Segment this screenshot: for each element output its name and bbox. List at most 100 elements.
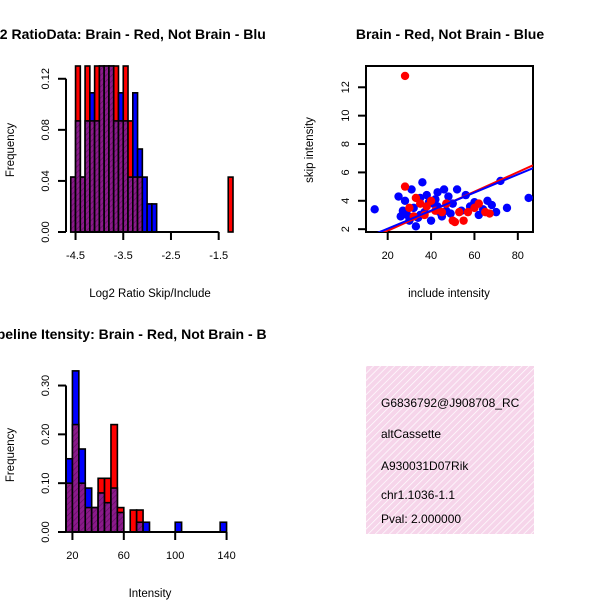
- scatter-point-brain: [416, 199, 425, 208]
- info-line-probe-id: G6836792@J908708_RC: [381, 396, 520, 410]
- scatter-point-not-brain: [452, 185, 462, 194]
- ratio-histogram-title: Log2 RatioData: Brain - Red, Not Brain -…: [0, 26, 266, 42]
- scatter-point-not-brain: [474, 210, 483, 220]
- scatter-point-brain: [455, 207, 464, 217]
- scatter-point-not-brain: [411, 222, 421, 231]
- intensity-histogram-y-tick-label: 0.00: [40, 521, 52, 542]
- ratio-histogram-xlabel: Log2 Ratio Skip/Include: [89, 288, 210, 300]
- intensity-histogram-overlap-bar: [116, 511, 125, 533]
- info-box-clip: G6836792@J908708_RC altCassette A930031D…: [366, 366, 534, 534]
- scatter-point-not-brain: [487, 200, 496, 210]
- intensity-scatter-x-tick-label: 80: [512, 250, 524, 262]
- intensity-histogram-x-tick-label: 100: [166, 550, 184, 562]
- intensity-histogram-overlap-bar: [84, 506, 93, 533]
- ratio-histogram-y-tick-label: 0.04: [40, 170, 52, 191]
- intensity-histogram-x-tick-label: 20: [66, 550, 78, 562]
- intensity-scatter-y-tick-label: 2: [340, 226, 352, 232]
- ratio-histogram-panel: Log2 RatioData: Brain - Red, Not Brain -…: [0, 26, 266, 300]
- intensity-histogram-panel: Probeline Itensity: Brain - Red, Not Bra…: [0, 326, 267, 600]
- intensity-scatter-title: Brain - Red, Not Brain - Blue: [356, 26, 544, 42]
- intensity-scatter-x-tick-label: 40: [425, 250, 437, 262]
- ratio-histogram-x-tick-label: -4.5: [66, 250, 85, 262]
- intensity-scatter-y-tick-label: 10: [340, 110, 352, 122]
- scatter-point-brain: [400, 71, 410, 81]
- intensity-histogram-bar: [174, 521, 183, 533]
- scatter-point-not-brain: [446, 209, 455, 218]
- fit-line-not-brain: [377, 167, 533, 232]
- intensity-scatter-axes: 20 40 60 80 2 4 6 8 10 12: [340, 81, 524, 262]
- scatter-point-not-brain: [524, 193, 533, 203]
- info-box: G6836792@J908708_RC altCassette A930031D…: [366, 366, 534, 534]
- scatter-point-brain: [426, 196, 436, 205]
- scatter-point-not-brain: [502, 203, 512, 213]
- scatter-point-not-brain: [444, 192, 453, 201]
- intensity-histogram-bar: [219, 521, 228, 533]
- intensity-scatter-x-tick-label: 60: [468, 250, 480, 262]
- intensity-scatter-ylabel: skip intensity: [304, 117, 316, 183]
- intensity-histogram-x-tick-label: 140: [217, 550, 235, 562]
- intensity-histogram-bars: [65, 370, 228, 533]
- scatter-point-brain: [463, 207, 473, 217]
- scatter-point-not-brain: [491, 207, 501, 217]
- intensity-histogram-title: Probeline Itensity: Brain - Red, Not Bra…: [0, 326, 267, 342]
- ratio-histogram-ylabel: Frequency: [5, 123, 17, 178]
- intensity-scatter-y-tick-label: 12: [340, 81, 352, 93]
- scatter-point-brain: [450, 217, 460, 227]
- ratio-histogram-y-tick-label: 0.00: [40, 221, 52, 242]
- intensity-scatter-y-tick-label: 4: [340, 198, 352, 204]
- intensity-histogram-overlap-bar: [110, 487, 119, 533]
- intensity-histogram-y-tick-label: 0.20: [40, 424, 52, 445]
- info-line-pval: Pval: 2.000000: [381, 512, 461, 526]
- intensity-histogram-overlap-bar: [103, 501, 112, 533]
- intensity-histogram-overlap-bar: [135, 521, 144, 533]
- intensity-scatter-panel: Brain - Red, Not Brain - Blue include in…: [304, 26, 544, 300]
- scatter-point-not-brain: [407, 185, 416, 194]
- scatter-point-brain: [411, 193, 421, 203]
- ratio-histogram-bar: [227, 176, 234, 233]
- scatter-point-brain: [485, 209, 494, 218]
- scatter-point-brain: [422, 202, 431, 211]
- scatter-point-brain: [474, 199, 483, 208]
- ratio-histogram-x-tick-label: -1.5: [209, 250, 228, 262]
- intensity-scatter-x-tick-label: 20: [382, 250, 394, 262]
- intensity-histogram-y-tick-label: 0.30: [40, 375, 52, 396]
- scatter-point-not-brain: [370, 205, 379, 214]
- intensity-histogram-x-tick-label: 60: [118, 550, 130, 562]
- ratio-histogram-y-tick-label: 0.08: [40, 119, 52, 140]
- ratio-histogram-axes: -4.5 -3.5 -2.5 -1.5 0.00 0.04 0.08 0.12: [40, 68, 228, 262]
- info-box-background: [366, 366, 534, 534]
- intensity-histogram-bar: [142, 521, 151, 533]
- ratio-histogram-y-tick-label: 0.12: [40, 68, 52, 89]
- scatter-point-brain: [400, 182, 410, 191]
- scatter-point-not-brain: [394, 192, 403, 201]
- scatter-point-not-brain: [433, 188, 442, 197]
- ratio-histogram-x-tick-label: -3.5: [114, 250, 133, 262]
- ratio-histogram-x-tick-label: -2.5: [161, 250, 180, 262]
- intensity-scatter-xlabel: include intensity: [408, 288, 490, 300]
- info-line-location: chr1.1036-1.1: [381, 488, 455, 502]
- intensity-histogram-xlabel: Intensity: [129, 588, 172, 600]
- scatter-point-not-brain: [439, 185, 449, 194]
- info-line-gene: A930031D07Rik: [381, 459, 469, 473]
- intensity-histogram-bar: [129, 509, 138, 533]
- scatter-point-brain: [459, 216, 468, 225]
- intensity-histogram-ylabel: Frequency: [5, 428, 17, 483]
- intensity-scatter-y-tick-label: 8: [340, 141, 352, 147]
- intensity-scatter-points: [370, 71, 533, 232]
- ratio-histogram-bar: [151, 203, 158, 233]
- intensity-histogram-axes: 20 60 100 140 0.00 0.10 0.20 0.30: [40, 375, 236, 562]
- intensity-scatter-y-tick-label: 6: [340, 169, 352, 175]
- intensity-histogram-overlap-bar: [90, 506, 99, 533]
- intensity-histogram-overlap-bar: [97, 492, 106, 533]
- scatter-point-not-brain: [418, 178, 427, 187]
- scatter-point-brain: [405, 203, 414, 213]
- ratio-histogram-bars: [69, 65, 234, 233]
- scatter-point-brain: [437, 207, 447, 217]
- scatter-point-not-brain: [426, 216, 436, 225]
- scatter-point-not-brain: [422, 190, 431, 200]
- scatter-point-not-brain: [400, 196, 410, 205]
- intensity-histogram-y-tick-label: 0.10: [40, 472, 52, 493]
- intensity-histogram-overlap-bar: [71, 423, 80, 533]
- info-line-event-type: altCassette: [381, 427, 441, 441]
- intensity-histogram-overlap-bar: [78, 482, 87, 533]
